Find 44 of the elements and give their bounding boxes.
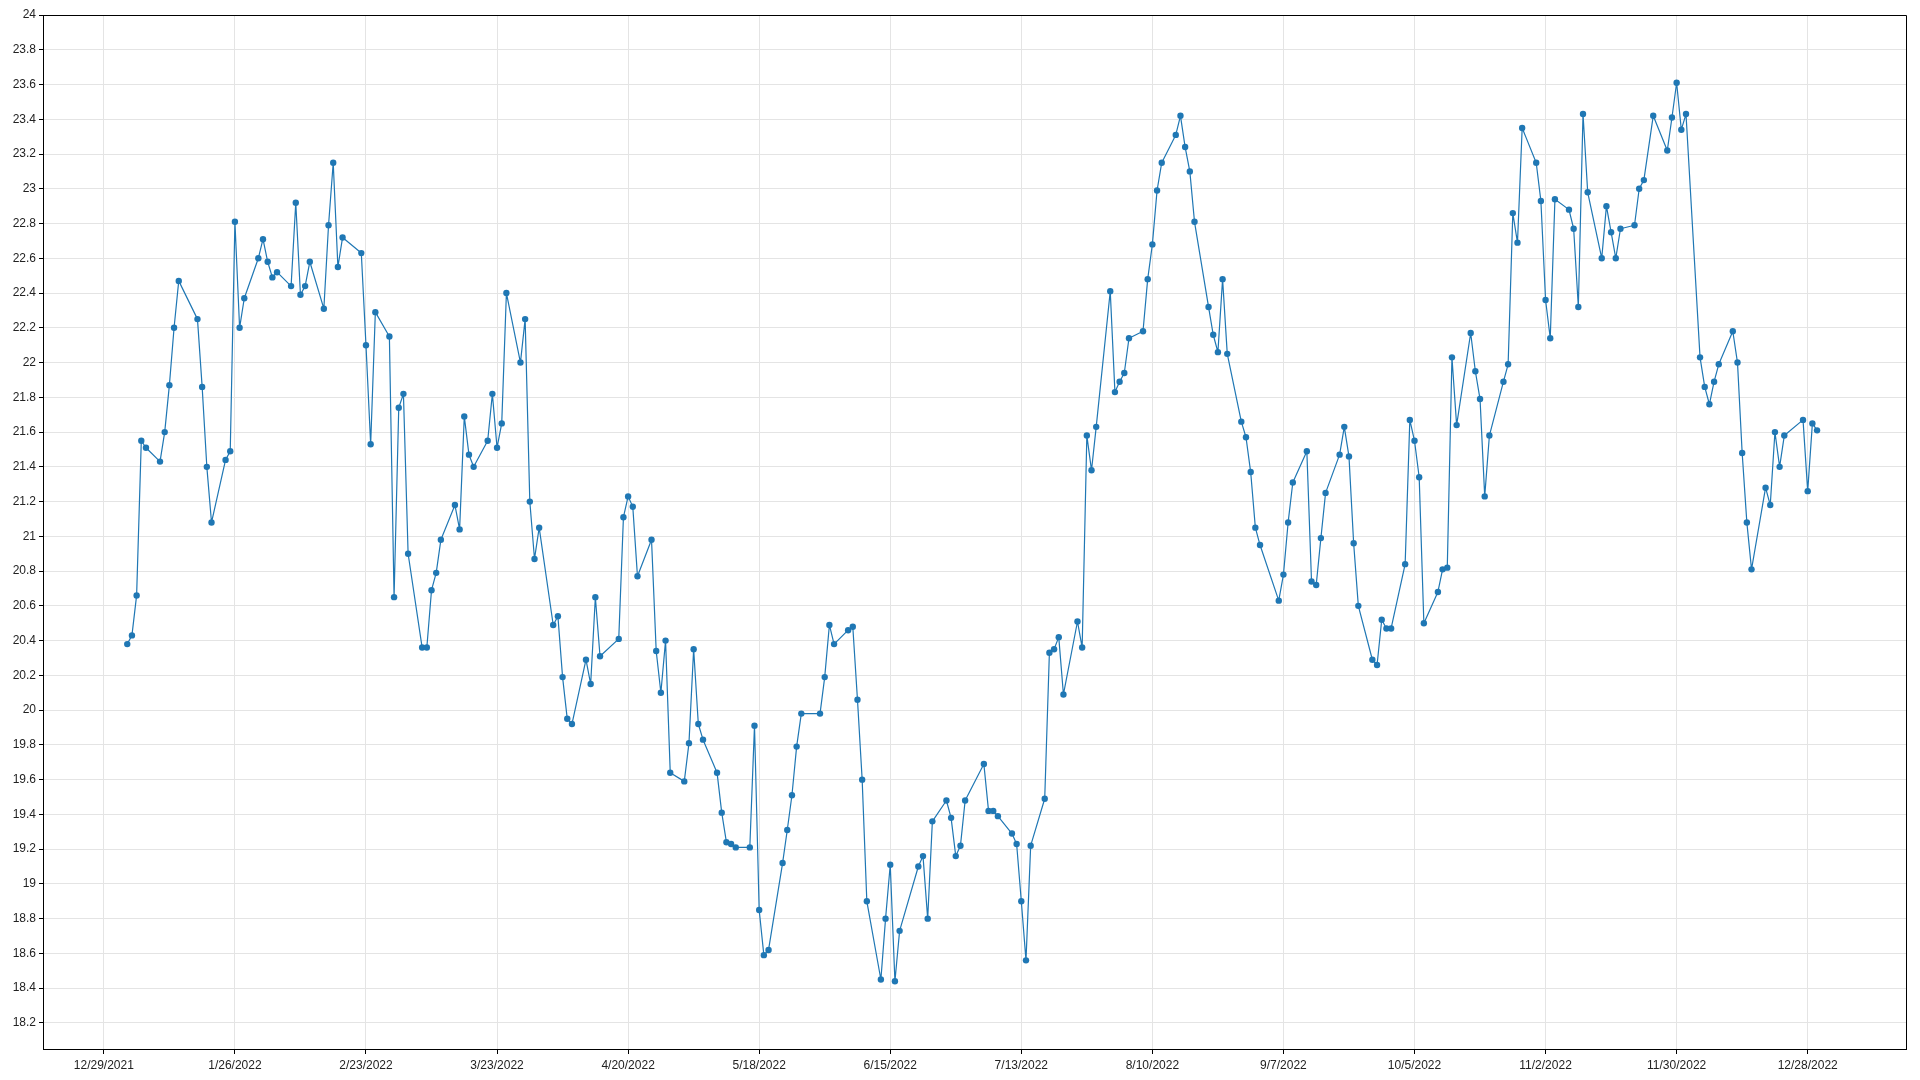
y-tick-label: 24 [22, 7, 37, 22]
y-tick-label: 18.6 [12, 945, 37, 960]
y-tick-label: 20.8 [12, 563, 37, 578]
x-tick-label: 2/23/2022 [339, 1057, 393, 1072]
y-tick-label: 22 [22, 354, 37, 369]
y-tick-label: 23 [22, 181, 37, 196]
x-tick-label: 7/13/2022 [994, 1057, 1049, 1072]
y-tick-label: 18.2 [12, 1015, 37, 1030]
y-tick-label: 19 [22, 876, 37, 891]
y-tick-label: 21 [22, 528, 37, 543]
x-tick-label: 9/7/2022 [1260, 1057, 1308, 1072]
x-tick-label: 6/15/2022 [863, 1057, 918, 1072]
y-tick-label: 22.8 [12, 215, 37, 230]
y-tick-label: 21.2 [12, 493, 37, 508]
x-tick-label: 1/26/2022 [208, 1057, 262, 1072]
y-tick-label: 20.2 [12, 667, 37, 682]
y-tick-label: 23.2 [12, 146, 37, 161]
y-tick-label: 21.4 [12, 459, 37, 474]
y-tick-label: 22.4 [12, 285, 37, 300]
x-tick-label: 5/18/2022 [732, 1057, 787, 1072]
y-tick-label: 21.8 [12, 389, 37, 404]
y-tick-label: 19.2 [12, 841, 37, 856]
y-tick-label: 18.4 [12, 980, 37, 995]
x-tick-label: 3/23/2022 [470, 1057, 525, 1072]
y-tick-label: 20.6 [12, 598, 37, 613]
y-tick-label: 19.4 [12, 806, 37, 821]
y-tick-label: 23.4 [12, 111, 37, 126]
y-tick-label: 19.8 [12, 737, 37, 752]
x-tick-label: 11/30/2022 [1647, 1057, 1707, 1072]
y-tick-label: 23.8 [12, 42, 37, 57]
y-tick-label: 20.4 [12, 632, 37, 647]
y-tick-label: 18.8 [12, 910, 37, 925]
x-tick-label: 11/2/2022 [1519, 1057, 1573, 1072]
x-tick-label: 12/29/2021 [73, 1057, 135, 1072]
y-tick-label: 19.6 [12, 771, 37, 786]
x-tick-label: 4/20/2022 [601, 1057, 656, 1072]
y-tick-label: 21.6 [12, 424, 37, 439]
y-tick-label: 22.2 [12, 320, 37, 335]
x-tick-label: 12/28/2022 [1777, 1057, 1839, 1072]
x-tick-label: 10/5/2022 [1387, 1057, 1442, 1072]
x-tick-label: 8/10/2022 [1125, 1057, 1180, 1072]
y-tick-label: 22.6 [12, 250, 37, 265]
y-tick-label: 23.6 [12, 76, 37, 91]
y-tick-label: 20 [22, 702, 37, 717]
